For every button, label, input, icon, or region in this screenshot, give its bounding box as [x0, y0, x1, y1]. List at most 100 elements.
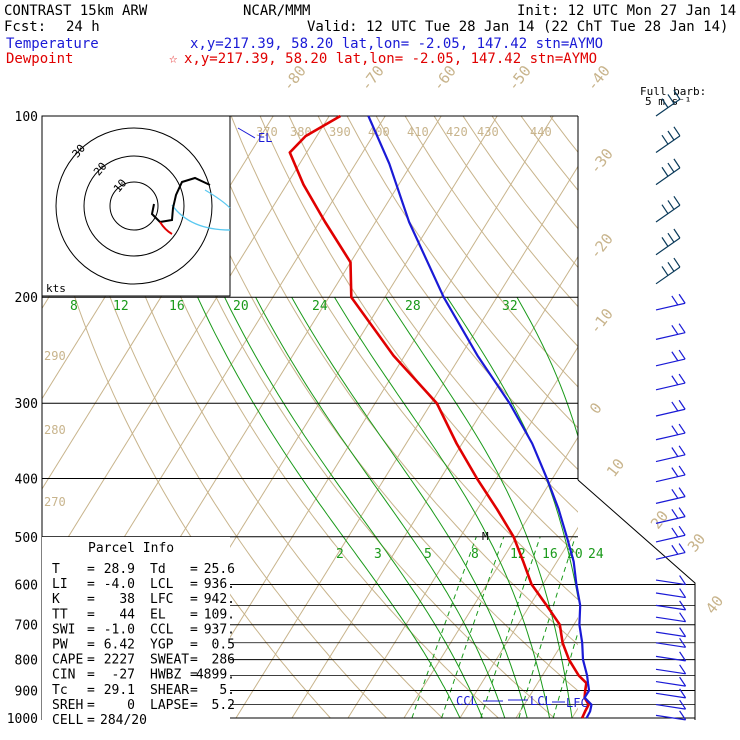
- theta-label: 290: [44, 349, 66, 363]
- wind-barb: [655, 600, 687, 611]
- wind-barb: [655, 637, 687, 648]
- wind-barb: [655, 575, 687, 586]
- parcel-cell: 4899.: [196, 668, 235, 683]
- isotherm-label: -20: [586, 230, 617, 262]
- wind-barb: [655, 373, 686, 391]
- wind-barb: [655, 487, 686, 504]
- level-markers: EL M CCL LCL LFC: [237, 127, 588, 710]
- isotherm-label: 20: [647, 507, 672, 532]
- dry-adiabat: [608, 116, 740, 718]
- parcel-cell: =: [190, 698, 198, 713]
- barb-shaft: [655, 680, 686, 687]
- parcel-cell: 936.: [204, 577, 235, 592]
- barb-shaft: [655, 631, 686, 638]
- barb-legend-line1: Full barb:: [640, 85, 706, 98]
- parcel-cell: 38: [119, 592, 135, 607]
- isotherm: [403, 436, 578, 719]
- mixing-ratio-label: 32: [502, 299, 518, 314]
- wind-barb: [655, 423, 686, 441]
- parcel-cell: LAPSE: [150, 698, 189, 713]
- wind-barb: [655, 195, 681, 223]
- dry-adiabat: [201, 116, 578, 646]
- isotherm: [235, 165, 578, 719]
- barb-shaft: [655, 604, 686, 611]
- barb-flag: [667, 162, 675, 173]
- barb-flag: [671, 325, 679, 335]
- barb-flag: [673, 228, 681, 239]
- parcel-cell: LI: [52, 577, 68, 592]
- barb-shaft: [655, 642, 686, 648]
- parcel-cell: CELL: [52, 713, 83, 728]
- mixing-ratio-labels: 8 12 16 20 24 28 322 3 5 8 12 16 20 24: [70, 299, 604, 562]
- parcel-cell: LCL: [150, 577, 174, 592]
- moist-adiabat: [446, 296, 578, 601]
- parcel-cell: CCL: [150, 622, 174, 637]
- isotherm: [684, 116, 740, 718]
- wind-barb: [655, 158, 681, 186]
- parcel-cell: PW: [52, 638, 68, 653]
- parcel-cell: 6.42: [104, 638, 135, 653]
- barb-shaft: [655, 135, 681, 154]
- parcel-cell: LFC: [150, 592, 173, 607]
- hodograph-low-level: [159, 221, 173, 235]
- parcel-cell: CIN: [52, 668, 75, 683]
- barb-flag: [673, 158, 681, 169]
- parcel-cell: 5.: [219, 683, 235, 698]
- dry-adiabat: [230, 116, 578, 601]
- barb-shaft: [655, 358, 686, 367]
- barb-flag: [679, 600, 687, 611]
- wind-barb: [655, 612, 687, 623]
- barb-shaft: [655, 534, 686, 543]
- wind-barb: [655, 699, 687, 710]
- moist-adiabat: [588, 297, 640, 718]
- parcel-cell: T: [52, 562, 60, 577]
- theta-label: 400: [368, 125, 390, 139]
- barb-shaft: [655, 302, 686, 311]
- isotherm: [571, 707, 578, 719]
- isotherm: [42, 116, 330, 581]
- parcel-rows: T = 28.9 Td = 25.6 LI = -4.0 LCL = 936. K = 38 LFC = 942.…: [52, 562, 235, 728]
- barb-flag: [661, 237, 669, 247]
- barb-flag: [679, 664, 687, 675]
- wind-barb: [655, 126, 681, 154]
- parcel-cell: 0.5: [212, 638, 235, 653]
- barb-shaft: [655, 496, 686, 504]
- barb-shaft: [655, 332, 686, 340]
- mixing-ratio-line: [480, 536, 541, 719]
- barb-flag: [661, 98, 669, 108]
- barb-flag: [679, 588, 687, 598]
- parcel-cell: SWI: [52, 622, 75, 637]
- wind-barbs: [655, 89, 687, 721]
- pressure-label: 700: [15, 619, 38, 634]
- valid-time: Valid: 12 UTC Tue 28 Jan 14 (22 ChT Tue …: [307, 19, 728, 35]
- barb-shaft: [655, 237, 681, 256]
- dry-adiabat: [637, 116, 740, 718]
- lfc-marker: LFC: [566, 696, 588, 710]
- parcel-cell: SREH: [52, 698, 83, 713]
- barb-shaft: [655, 592, 686, 599]
- parcel-cell: =: [87, 577, 95, 592]
- parcel-cell: 44: [119, 607, 135, 622]
- barb-flag: [679, 612, 687, 623]
- barb-flag: [679, 710, 687, 721]
- mixing-ratio-label: 20: [233, 299, 249, 314]
- barb-shaft: [655, 692, 686, 699]
- barb-flag: [678, 507, 686, 517]
- temperature-profile: [367, 115, 593, 719]
- mixing-ratio-label: 28: [405, 299, 421, 314]
- parcel-cell: K: [52, 592, 60, 607]
- mixing-ratio-label: 16: [169, 299, 185, 314]
- parcel-cell: =: [87, 653, 95, 668]
- barb-flag: [678, 487, 686, 497]
- wind-barb: [655, 688, 687, 699]
- barb-legend-line2: 5 m s⁻¹: [645, 95, 691, 108]
- barb-shaft: [655, 703, 686, 710]
- parcel-cell: Tc: [52, 683, 68, 698]
- wind-barb: [655, 507, 686, 524]
- barb-shaft: [655, 432, 686, 441]
- parcel-cell: =: [87, 698, 95, 713]
- hodograph-shear-arc: [204, 189, 231, 209]
- barb-flag: [679, 688, 687, 699]
- barb-flag: [678, 349, 686, 360]
- wind-barb: [655, 627, 687, 638]
